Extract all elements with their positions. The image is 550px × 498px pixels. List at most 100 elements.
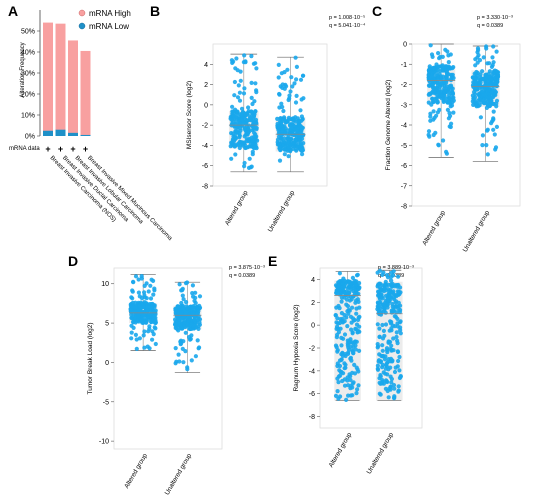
panel-d-point bbox=[195, 317, 200, 322]
panel-c-point bbox=[444, 80, 449, 85]
panel-e-point bbox=[395, 338, 400, 343]
panel-d-y-tick-label: 10 bbox=[101, 281, 109, 288]
panel-d-point bbox=[197, 345, 202, 350]
panel-e-point bbox=[351, 293, 356, 299]
panel-c-point bbox=[442, 89, 447, 94]
panel-d-boxplot: D -10 -5 0 5 10 Tumor Break Load (log2) p = 3.8… bbox=[68, 253, 265, 496]
panel-e-point bbox=[346, 383, 351, 388]
panel-d-point bbox=[185, 280, 190, 285]
panel-b-point bbox=[253, 81, 258, 86]
panel-e-point bbox=[396, 384, 401, 389]
panel-e-point bbox=[377, 391, 382, 396]
panel-b-point bbox=[287, 93, 292, 98]
panel-b-point bbox=[254, 66, 259, 71]
panel-e-point bbox=[348, 374, 353, 379]
panel-d-point bbox=[191, 294, 196, 299]
panel-b-y-tick-label: 2 bbox=[204, 82, 208, 89]
panel-a-y-axis-label: Alteration Frequency bbox=[20, 42, 26, 97]
panel-c-point bbox=[431, 66, 436, 71]
panel-d-point bbox=[193, 290, 198, 295]
panel-d-point bbox=[141, 333, 146, 338]
panel-c-point bbox=[491, 101, 496, 106]
panel-b-point bbox=[297, 146, 302, 151]
panel-c-point bbox=[442, 97, 447, 102]
panel-b-point bbox=[231, 113, 236, 119]
panel-c-point bbox=[472, 75, 477, 80]
panel-c-point bbox=[474, 82, 479, 87]
panel-d-point bbox=[134, 346, 139, 351]
panel-d-y-tick-label: 0 bbox=[105, 360, 109, 367]
panel-d-point bbox=[136, 277, 141, 282]
panel-e-point bbox=[357, 348, 362, 353]
panel-d-point bbox=[183, 349, 188, 354]
panel-d-point bbox=[182, 323, 187, 328]
panel-c-point bbox=[471, 96, 476, 101]
panel-d-point bbox=[139, 317, 144, 322]
panel-d-point bbox=[196, 305, 201, 310]
panel-e-point bbox=[391, 336, 396, 341]
panel-d-point bbox=[173, 322, 178, 327]
panel-b-point bbox=[252, 99, 257, 104]
panel-c-point bbox=[429, 52, 435, 57]
panel-b-category-label: Altered group bbox=[224, 189, 250, 227]
panel-b-point bbox=[294, 64, 299, 69]
panel-b-point bbox=[233, 66, 238, 71]
panel-e-point bbox=[391, 308, 396, 313]
panel-d-point bbox=[185, 365, 190, 370]
panel-d-point bbox=[180, 286, 185, 291]
bar-mrna-low bbox=[55, 129, 66, 136]
panel-e-point bbox=[354, 298, 359, 303]
panel-d-point bbox=[149, 277, 154, 282]
panel-d-point bbox=[181, 360, 186, 365]
panel-b-point bbox=[251, 114, 256, 119]
panel-e-point bbox=[390, 304, 395, 309]
panel-d-point bbox=[177, 308, 182, 313]
panel-d-stat-label: q = 0.0389 bbox=[229, 273, 255, 279]
panel-b-point bbox=[281, 108, 286, 114]
panel-e-point bbox=[354, 279, 359, 284]
panel-c-point bbox=[475, 70, 480, 76]
legend-marker-mrna-high bbox=[78, 9, 86, 17]
panel-e-point bbox=[397, 375, 402, 381]
panel-b-point bbox=[240, 117, 245, 122]
panel-d-category-label: Altered group bbox=[123, 452, 149, 490]
panel-e-point bbox=[380, 343, 385, 348]
panel-e-point bbox=[388, 295, 393, 300]
panel-b-point bbox=[245, 145, 250, 150]
panel-d-point bbox=[177, 317, 182, 322]
panel-c-point bbox=[433, 130, 438, 135]
panel-e-point bbox=[389, 278, 394, 283]
panel-c-point bbox=[478, 80, 483, 85]
panel-e-point bbox=[349, 287, 354, 292]
panel-b-point bbox=[251, 138, 257, 144]
panel-e-point bbox=[345, 291, 350, 296]
panel-e-point bbox=[388, 387, 393, 392]
panel-d-point bbox=[142, 283, 147, 288]
panel-b-point bbox=[299, 136, 305, 141]
panel-e-point bbox=[383, 371, 388, 376]
panel-e-point bbox=[340, 320, 345, 325]
panel-b-point bbox=[294, 77, 299, 82]
panel-e-point bbox=[380, 354, 385, 359]
panel-b-point bbox=[286, 145, 291, 150]
panel-c-point bbox=[473, 63, 478, 68]
panel-e-point bbox=[389, 274, 394, 280]
panel-e-point bbox=[381, 328, 386, 333]
panel-b-point bbox=[275, 121, 280, 126]
panel-c-stat-label: q = 0.0389 bbox=[477, 23, 503, 29]
panel-e-point bbox=[338, 373, 343, 378]
panel-c-point bbox=[440, 54, 445, 60]
panel-d-point bbox=[183, 330, 188, 335]
panel-c-point bbox=[427, 134, 432, 139]
panel-a-category-label: Breast Invasive Mixed Mucinous Carcinoma bbox=[86, 155, 173, 242]
panel-e-point bbox=[340, 278, 345, 283]
panel-c-point bbox=[475, 60, 480, 65]
panel-b-point bbox=[286, 117, 291, 122]
panel-d-point bbox=[196, 308, 201, 314]
panel-b-point bbox=[249, 164, 254, 169]
panel-b-y-tick-label: 4 bbox=[204, 62, 208, 69]
panel-c-point bbox=[445, 107, 450, 112]
panel-e-y-tick-label: 0 bbox=[311, 323, 315, 330]
panel-e-point bbox=[389, 380, 394, 385]
panel-d-point bbox=[145, 308, 150, 313]
